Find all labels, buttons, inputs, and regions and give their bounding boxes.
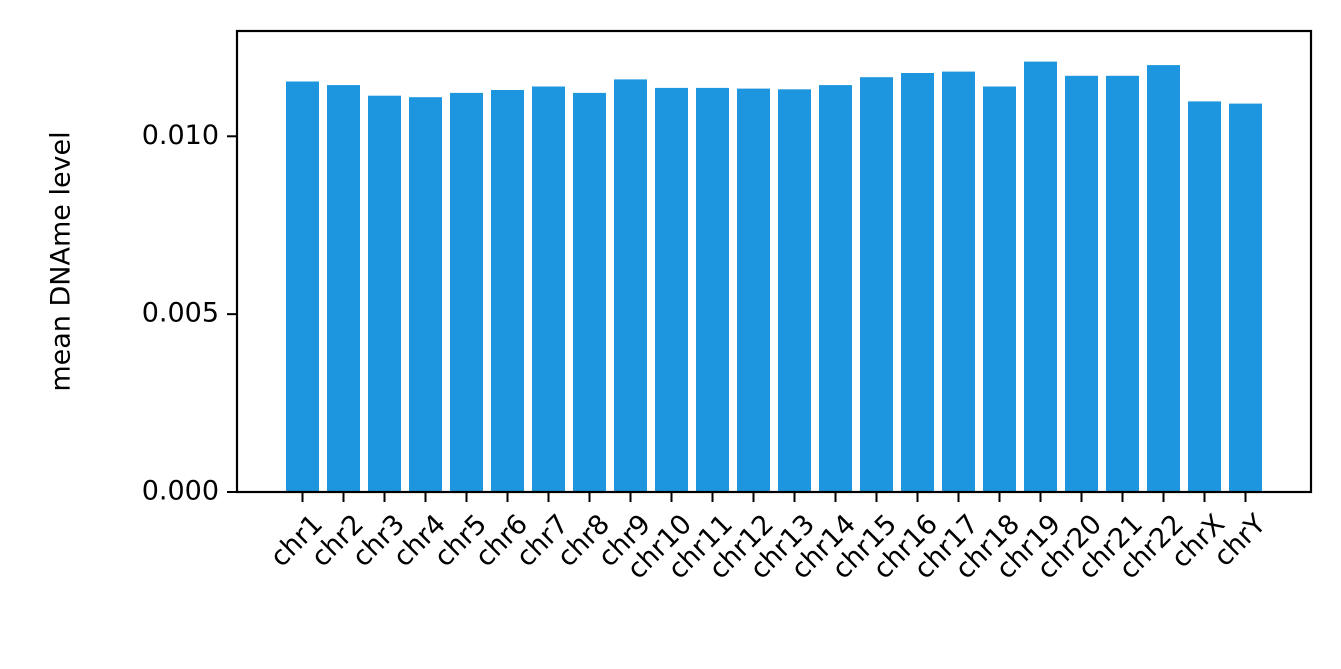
bar-chr4 xyxy=(409,97,442,492)
bar-chr14 xyxy=(819,85,852,492)
x-axis: chr1chr2chr3chr4chr5chr6chr7chr8chr9chr1… xyxy=(265,492,1272,585)
bar-chr20 xyxy=(1065,75,1098,493)
bar-chr3 xyxy=(368,95,401,492)
y-axis-label: mean DNAme level xyxy=(46,131,77,391)
bar-chr7 xyxy=(532,86,565,492)
bar-chrY xyxy=(1229,103,1262,492)
bar-chr21 xyxy=(1106,75,1139,493)
bar-chr18 xyxy=(983,86,1016,492)
bar-chr6 xyxy=(491,90,524,492)
bar-chr17 xyxy=(942,71,975,492)
bar-chr12 xyxy=(737,88,770,492)
bar-chr8 xyxy=(573,92,606,493)
y-tick-label: 0.010 xyxy=(142,120,219,151)
axes-frame xyxy=(235,29,1313,494)
bar-chr15 xyxy=(860,77,893,492)
bar-chr2 xyxy=(327,85,360,492)
y-tick-label: 0.000 xyxy=(142,476,219,507)
bar-chr1 xyxy=(286,81,319,492)
bar-chr10 xyxy=(655,87,688,493)
y-tick-label: 0.005 xyxy=(142,298,219,329)
plot-area xyxy=(286,61,1262,493)
bar-chr5 xyxy=(450,92,483,493)
bar-chr11 xyxy=(696,87,729,493)
y-axis: 0.000 0.005 0.010 xyxy=(142,120,237,507)
bar-chr9 xyxy=(614,79,647,493)
bar-chr19 xyxy=(1024,61,1057,492)
bar-chr13 xyxy=(778,89,811,493)
bar-chr16 xyxy=(901,73,934,492)
bar-chr22 xyxy=(1147,65,1180,492)
bar-chrX xyxy=(1188,101,1221,493)
